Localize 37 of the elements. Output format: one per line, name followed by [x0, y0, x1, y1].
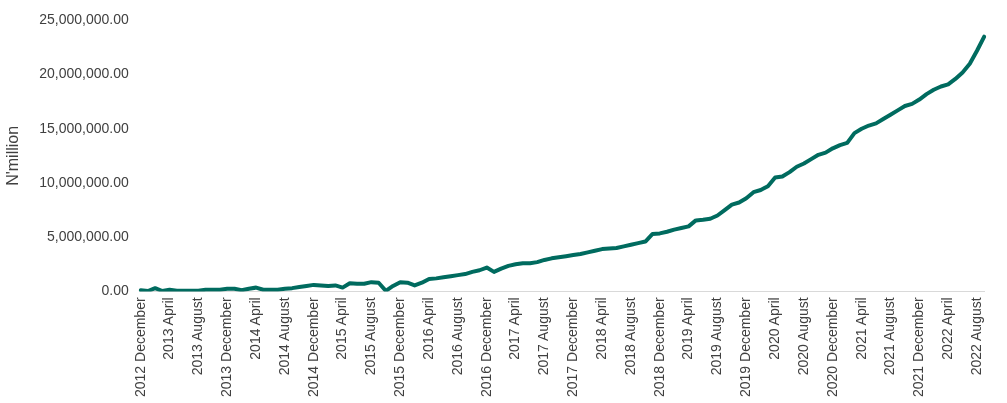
x-tick-label: 2021 August: [881, 297, 898, 376]
y-tick-label: 15,000,000.00: [39, 119, 129, 136]
y-tick-label: 20,000,000.00: [39, 65, 129, 82]
x-tick-label: 2021 April: [852, 297, 869, 360]
y-tick-label: 25,000,000.00: [39, 11, 129, 28]
x-tick-label: 2017 April: [506, 297, 523, 360]
x-tick-label: 2019 April: [679, 297, 696, 360]
x-tick-label: 2020 April: [765, 297, 782, 360]
x-tick-label: 2019 December: [737, 297, 754, 398]
x-tick-label: 2017 August: [535, 297, 552, 376]
x-tick-label: 2017 December: [564, 297, 581, 398]
x-tick-label: 2020 August: [794, 297, 811, 376]
x-tick-label: 2018 August: [621, 297, 638, 376]
y-axis-title: N'million: [4, 125, 22, 186]
x-tick-label: 2015 April: [333, 297, 350, 360]
y-tick-label: 0.00: [101, 282, 129, 299]
x-tick-label: 2020 December: [823, 297, 840, 398]
x-tick-label: 2015 December: [391, 297, 408, 398]
x-tick-label: 2022 August: [967, 297, 984, 376]
x-tick-label: 2013 December: [218, 297, 235, 398]
x-tick-label: 2018 April: [592, 297, 609, 360]
x-tick-label: 2014 December: [304, 297, 321, 398]
x-tick-label: 2013 August: [189, 297, 206, 376]
x-tick-label: 2022 April: [939, 297, 956, 360]
x-tick-label: 2019 August: [708, 297, 725, 376]
x-tick-label: 2013 April: [160, 297, 177, 360]
y-tick-label: 5,000,000.00: [46, 228, 129, 245]
x-tick-label: 2015 August: [362, 297, 379, 376]
x-tick-label: 2021 December: [910, 297, 927, 398]
x-tick-label: 2018 December: [650, 297, 667, 398]
x-tick-label: 2012 December: [131, 297, 148, 398]
y-tick-label: 10,000,000.00: [39, 173, 129, 190]
x-tick-label: 2016 August: [448, 297, 465, 376]
x-tick-label: 2014 April: [246, 297, 263, 360]
x-tick-label: 2016 December: [477, 297, 494, 398]
x-tick-label: 2014 August: [275, 297, 292, 376]
x-tick-label: 2016 April: [419, 297, 436, 360]
